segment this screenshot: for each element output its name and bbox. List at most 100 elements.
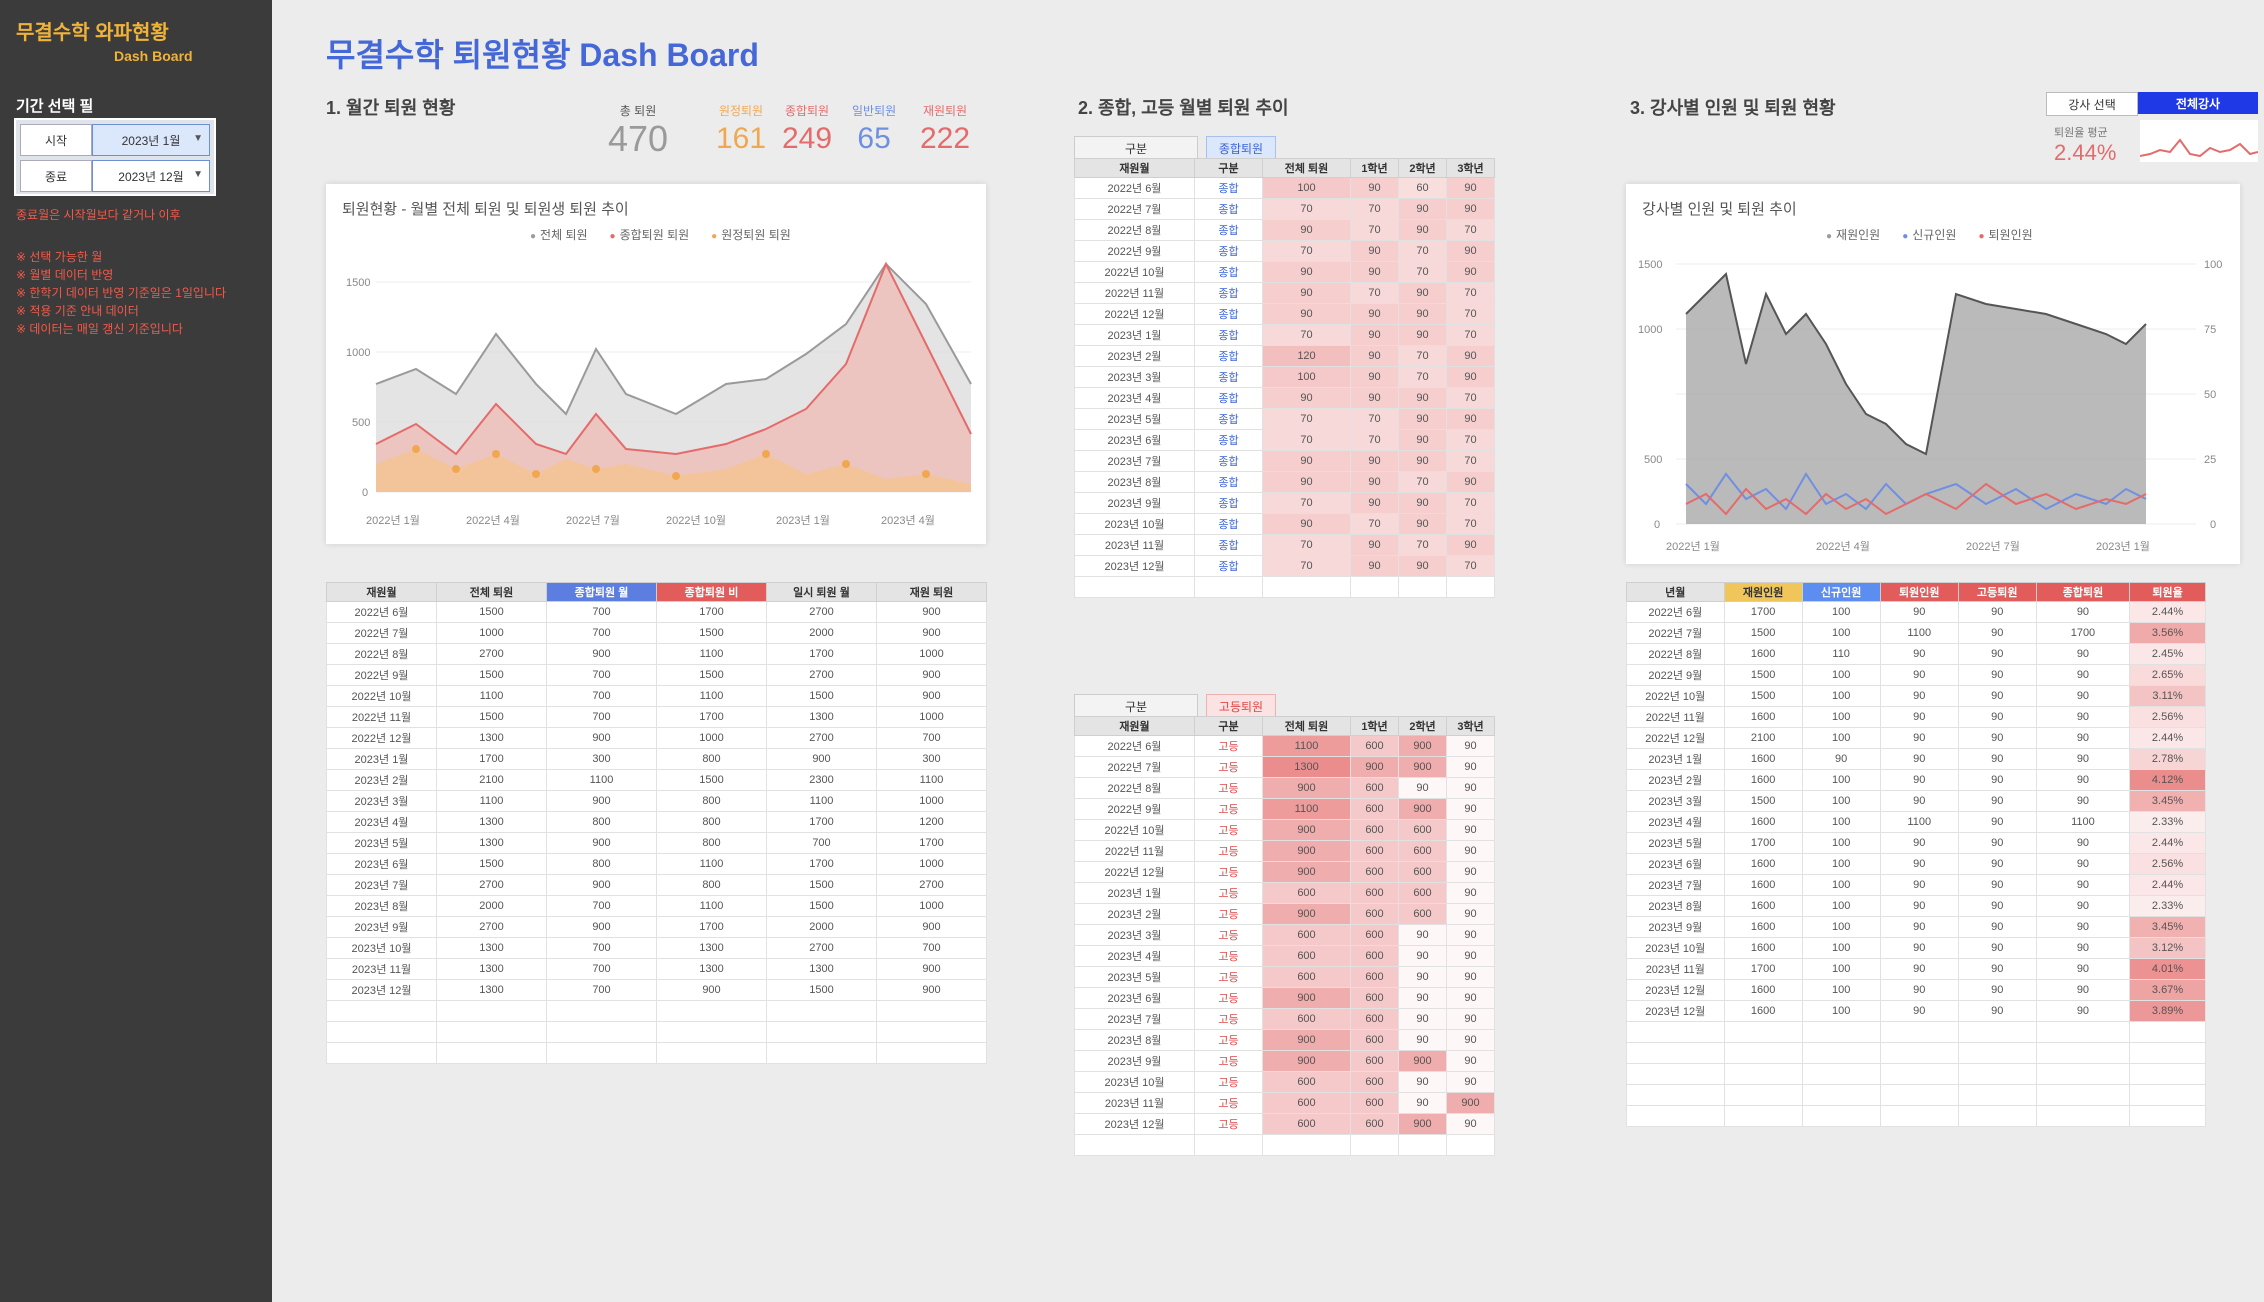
column-header[interactable]: 재원월 <box>1074 716 1195 736</box>
table-cell: 2300 <box>766 769 877 791</box>
table1-tag-value[interactable]: 종합퇴원 <box>1206 136 1276 160</box>
column-header[interactable]: 재원월 <box>1074 158 1195 178</box>
table-cell: 70 <box>1398 366 1447 388</box>
column-header[interactable]: 전체 퇴원 <box>436 582 547 602</box>
column-header[interactable]: 1학년 <box>1350 158 1399 178</box>
teacher-select[interactable]: 전체강사 <box>2138 92 2258 114</box>
column-header[interactable]: 고등퇴원 <box>1957 582 2037 602</box>
table-cell: 900 <box>876 664 987 686</box>
table-cell: 종합 <box>1194 177 1263 199</box>
column-header[interactable]: 퇴원인원 <box>1879 582 1959 602</box>
table-cell: 900 <box>1262 1029 1351 1051</box>
start-month-select[interactable]: 2023년 1월 ▼ <box>92 124 210 156</box>
table-cell: 300 <box>876 748 987 770</box>
table-cell: 고등 <box>1194 798 1263 820</box>
column-header[interactable]: 재원인원 <box>1723 582 1803 602</box>
table-row: 2023년 2월 종합 120 90 70 90 <box>1074 345 1495 367</box>
table-cell: 600 <box>1262 1008 1351 1030</box>
table-cell: 90 <box>1446 945 1495 967</box>
y-right-tick: 0 <box>2210 519 2216 531</box>
table-cell: 3.89% <box>2129 1000 2206 1022</box>
column-header[interactable]: 종합퇴원 비 <box>656 582 767 602</box>
column-header[interactable]: 3학년 <box>1446 716 1495 736</box>
table1-tag-label: 구분 <box>1074 136 1198 160</box>
table-cell: 90 <box>1350 261 1399 283</box>
table-cell: 110 <box>1801 643 1881 665</box>
column-header[interactable]: 일시 퇴원 월 <box>766 582 877 602</box>
table-row: 2023년 11월 종합 70 90 70 90 <box>1074 534 1495 556</box>
table-row: 2023년 7월 2700 900 800 1500 2700 <box>326 874 987 896</box>
column-header[interactable]: 퇴원율 <box>2129 582 2206 602</box>
table-cell: 종합 <box>1194 219 1263 241</box>
table-cell: 1700 <box>656 706 767 728</box>
table-cell: 700 <box>546 601 657 623</box>
chart-legend: 전체 퇴원 종합퇴원 퇴원 원정퇴원 퇴원 <box>530 226 791 243</box>
table-cell: 1500 <box>766 979 877 1001</box>
x-tick: 2022년 10월 <box>666 514 726 527</box>
table-cell: 300 <box>546 748 657 770</box>
table-cell: 90 <box>1957 937 2037 959</box>
column-header[interactable]: 전체 퇴원 <box>1262 716 1351 736</box>
empty-row <box>326 1042 987 1064</box>
table-cell: 70 <box>1446 555 1495 577</box>
table-cell: 1600 <box>1723 853 1803 875</box>
column-header[interactable]: 구분 <box>1194 716 1263 736</box>
table-cell: 1600 <box>1723 811 1803 833</box>
table-cell: 90 <box>2035 727 2131 749</box>
column-header[interactable]: 전체 퇴원 <box>1262 158 1351 178</box>
table-row: 2022년 10월 1500 100 90 90 90 3.11% <box>1626 685 2206 707</box>
table2-tag-value[interactable]: 고등퇴원 <box>1206 694 1276 718</box>
table-row: 2022년 8월 종합 90 70 90 70 <box>1074 219 1495 241</box>
column-header[interactable]: 1학년 <box>1350 716 1399 736</box>
table-cell: 600 <box>1350 819 1399 841</box>
table-cell: 2100 <box>436 769 547 791</box>
column-header[interactable]: 년월 <box>1626 582 1725 602</box>
table-cell: 70 <box>1350 219 1399 241</box>
table-cell: 2.44% <box>2129 727 2206 749</box>
table-cell: 2022년 7월 <box>1626 622 1725 644</box>
table-cell: 2023년 12월 <box>1074 555 1195 577</box>
table-cell: 2022년 6월 <box>1626 601 1725 623</box>
kpi-value: 161 <box>716 122 767 155</box>
legend-item: 신규인원 <box>1902 226 1956 243</box>
table-cell: 2022년 11월 <box>1074 840 1195 862</box>
column-header[interactable]: 종합퇴원 월 <box>546 582 657 602</box>
table-cell: 900 <box>876 685 987 707</box>
table-cell: 1600 <box>1723 1000 1803 1022</box>
column-header[interactable]: 신규인원 <box>1801 582 1881 602</box>
column-header[interactable]: 3학년 <box>1446 158 1495 178</box>
table-cell: 2022년 10월 <box>1074 261 1195 283</box>
column-header[interactable]: 2학년 <box>1398 158 1447 178</box>
table-row: 2022년 6월 1500 700 1700 2700 900 <box>326 601 987 623</box>
table-cell: 2022년 9월 <box>1074 798 1195 820</box>
table-row: 2023년 10월 1300 700 1300 2700 700 <box>326 937 987 959</box>
empty-row <box>1626 1105 2206 1127</box>
table-cell: 2022년 12월 <box>1074 303 1195 325</box>
column-header[interactable]: 2학년 <box>1398 716 1447 736</box>
column-header[interactable]: 재원 퇴원 <box>876 582 987 602</box>
table-cell: 1100 <box>436 790 547 812</box>
table-cell: 90 <box>1262 387 1351 409</box>
table-cell: 90 <box>1398 1092 1447 1114</box>
table-cell: 600 <box>1262 1071 1351 1093</box>
table-cell: 600 <box>1262 1092 1351 1114</box>
x-tick: 2022년 4월 <box>466 514 520 527</box>
column-header[interactable]: 재원월 <box>326 582 437 602</box>
table-row: 2023년 12월 1600 100 90 90 90 3.67% <box>1626 979 2206 1001</box>
table-row: 2022년 11월 종합 90 70 90 70 <box>1074 282 1495 304</box>
table-cell: 90 <box>1398 492 1447 514</box>
end-filter-row: 종료 2023년 12월 ▼ <box>20 160 210 192</box>
enrollment-line <box>1685 272 2147 456</box>
table-cell: 600 <box>1350 1050 1399 1072</box>
column-header[interactable]: 구분 <box>1194 158 1263 178</box>
table-row: 2022년 6월 고등 1100 600 900 90 <box>1074 735 1495 757</box>
godeung-table: 재원월 구분 전체 퇴원 1학년 2학년 3학년 2022년 6월 고등 1100 600 900 9… <box>1074 716 1495 1156</box>
table-cell: 90 <box>1446 261 1495 283</box>
table-cell: 90 <box>1350 471 1399 493</box>
table-row: 2022년 7월 고등 1300 900 900 90 <box>1074 756 1495 778</box>
table-cell: 2023년 10월 <box>1626 937 1725 959</box>
end-month-select[interactable]: 2023년 12월 ▼ <box>92 160 210 192</box>
table-row: 2023년 1월 종합 70 90 90 70 <box>1074 324 1495 346</box>
column-header[interactable]: 종합퇴원 <box>2035 582 2131 602</box>
table-cell: 1700 <box>766 643 877 665</box>
